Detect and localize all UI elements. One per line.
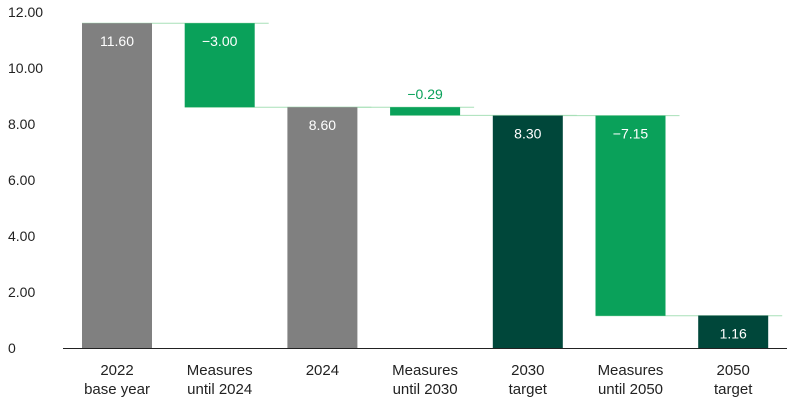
category-label: until 2030 — [393, 381, 458, 398]
category-label: Measures — [598, 362, 664, 379]
bar — [492, 115, 563, 348]
data-label: −3.00 — [202, 33, 238, 49]
data-label: 8.30 — [514, 126, 541, 142]
category-label: base year — [84, 381, 150, 398]
category-label: 2022 — [100, 362, 133, 379]
bar — [595, 115, 666, 316]
y-tick-label: 6.00 — [8, 172, 35, 188]
data-label: 8.60 — [309, 117, 336, 133]
value-labels: 11.60 −3.00 8.60 −0.29 8.30 −7.15 1.16 — [100, 33, 747, 341]
data-label: −0.29 — [407, 86, 443, 102]
bar — [184, 23, 255, 108]
category-label: 2024 — [306, 362, 339, 379]
data-label: −7.15 — [613, 126, 649, 142]
category-label: 2030 — [511, 362, 544, 379]
bar — [287, 107, 358, 348]
y-axis-ticks: 0 2.00 4.00 6.00 8.00 10.00 12.00 — [8, 4, 43, 356]
category-label: target — [509, 381, 548, 398]
data-label: 11.60 — [100, 33, 134, 49]
bar — [390, 107, 461, 116]
y-tick-label: 2.00 — [8, 284, 35, 300]
y-tick-label: 12.00 — [8, 4, 43, 20]
y-tick-label: 8.00 — [8, 116, 35, 132]
y-tick-label: 4.00 — [8, 228, 35, 244]
category-label: until 2050 — [598, 381, 663, 398]
bar — [698, 315, 769, 348]
y-tick-label: 0 — [8, 340, 16, 356]
bar — [82, 23, 152, 348]
x-axis-categories: 2022 base year Measures until 2024 2024 Measu… — [84, 362, 753, 398]
category-label: until 2024 — [187, 381, 252, 398]
category-label: target — [714, 381, 753, 398]
data-label: 1.16 — [720, 326, 747, 342]
bars — [82, 23, 769, 348]
category-label: Measures — [392, 362, 458, 379]
y-tick-label: 10.00 — [8, 60, 43, 76]
category-label: 2050 — [717, 362, 750, 379]
category-label: Measures — [187, 362, 253, 379]
